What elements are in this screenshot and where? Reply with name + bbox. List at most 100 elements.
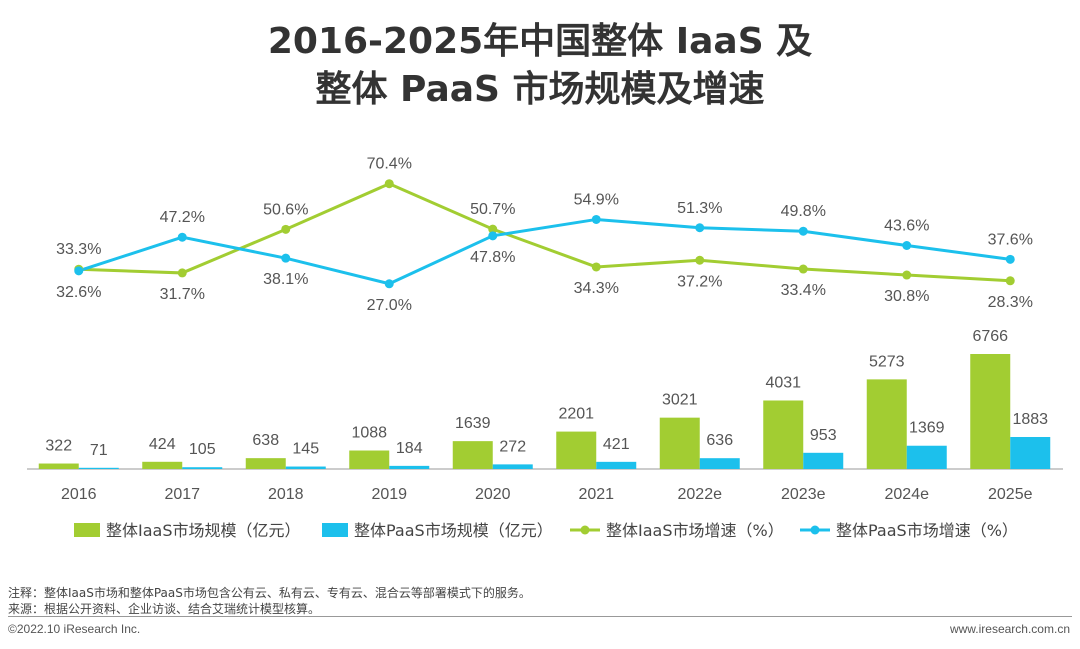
paas-growth-label: 51.3% [677, 200, 722, 217]
paas-growth-point [384, 279, 394, 289]
legend-paas-bar-swatch [322, 523, 348, 537]
iaas-bar-label: 638 [252, 432, 279, 449]
iaas-bar [349, 450, 390, 469]
iaas-growth-point [1005, 276, 1015, 286]
x-tick-label: 2024e [885, 486, 930, 503]
paas-bar-label: 953 [810, 427, 837, 444]
paas-bar-label: 272 [499, 438, 526, 455]
paas-growth-point [488, 231, 498, 241]
iaas-bar-label: 3021 [662, 392, 698, 409]
legend-paas-bar-label: 整体PaaS市场规模（亿元） [354, 521, 553, 540]
chart-source: 来源：根据公开资料、企业访谈、结合艾瑞统计模型核算。 [8, 602, 321, 616]
iaas-growth-point [384, 179, 394, 189]
paas-growth-point [177, 232, 187, 242]
legend-paas-line-marker [810, 525, 820, 535]
iaas-bar [142, 461, 183, 469]
x-tick-label: 2023e [781, 486, 826, 503]
iaas-bar [866, 379, 907, 469]
legend-iaas-line-label: 整体IaaS市场增速（%） [606, 521, 784, 540]
iaas-bar-label: 322 [45, 438, 72, 455]
iaas-bar [659, 417, 700, 469]
paas-growth-point [902, 241, 912, 251]
iaas-growth-point [902, 270, 912, 280]
paas-bar [803, 452, 844, 469]
chart-title-line-2: 整体 PaaS 市场规模及增速 [315, 69, 765, 110]
paas-bar [182, 467, 223, 469]
iaas-growth-label: 34.3% [574, 280, 619, 297]
paas-bar [389, 465, 430, 469]
paas-bar-label: 71 [90, 442, 108, 459]
paas-growth-label: 32.6% [56, 284, 101, 301]
legend-paas-line-label: 整体PaaS市场增速（%） [836, 521, 1018, 540]
iaas-growth-label: 30.8% [884, 288, 929, 305]
legend-iaas-bar-swatch [74, 523, 100, 537]
x-tick-label: 2020 [475, 486, 511, 503]
iaas-bar-label: 6766 [972, 328, 1008, 345]
paas-growth-point [798, 226, 808, 236]
iaas-growth-point [177, 268, 187, 278]
iaas-bar [556, 431, 597, 469]
website-text: www.iresearch.com.cn [949, 622, 1070, 636]
copyright-text: ©2022.10 iResearch Inc. [8, 622, 141, 636]
x-tick-label: 2021 [578, 486, 614, 503]
paas-growth-point [74, 266, 84, 276]
paas-growth-label: 43.6% [884, 218, 929, 235]
paas-bar-label: 1369 [909, 420, 945, 437]
iaas-growth-point [695, 255, 705, 265]
iaas-bar-label: 2201 [558, 406, 594, 423]
paas-bar-label: 421 [603, 436, 630, 453]
paas-bar [906, 445, 947, 469]
paas-growth-label: 27.0% [367, 297, 412, 314]
iaas-bar-label: 424 [149, 436, 176, 453]
legend-iaas-line-marker [580, 525, 590, 535]
iaas-growth-label: 37.2% [677, 273, 722, 290]
iaas-bar-label: 1088 [351, 425, 387, 442]
iaas-growth-point [488, 224, 498, 234]
iaas-bar-label: 5273 [869, 353, 905, 370]
iaas-bar [38, 463, 79, 469]
iaas-bar-label: 4031 [765, 374, 801, 391]
paas-growth-label: 47.8% [470, 249, 515, 266]
iaas-bar [452, 441, 493, 469]
iaas-growth-label: 50.6% [263, 201, 308, 218]
paas-bar [492, 464, 533, 469]
paas-growth-label: 47.2% [160, 209, 205, 226]
paas-growth-point [1005, 254, 1015, 264]
paas-growth-point [281, 253, 291, 263]
paas-bar-label: 1883 [1012, 411, 1048, 428]
iaas-bar [763, 400, 804, 469]
paas-growth-label: 38.1% [263, 271, 308, 288]
iaas-growth-label: 33.3% [56, 241, 101, 258]
paas-bar-label: 636 [706, 432, 733, 449]
paas-growth-point [591, 214, 601, 224]
iaas-growth-label: 31.7% [160, 286, 205, 303]
paas-bar-label: 105 [189, 441, 216, 458]
iaas-bar-label: 1639 [455, 415, 491, 432]
paas-growth-label: 49.8% [781, 203, 826, 220]
paas-bar-label: 184 [396, 440, 423, 457]
x-tick-label: 2025e [988, 486, 1033, 503]
iaas-growth-label: 50.7% [470, 201, 515, 218]
chart-note: 注释：整体IaaS市场和整体PaaS市场包含公有云、私有云、专有云、混合云等部署… [8, 586, 531, 600]
x-tick-label: 2018 [268, 486, 304, 503]
chart-title-line-1: 2016-2025年中国整体 IaaS 及 [267, 21, 813, 62]
paas-bar [78, 467, 119, 469]
paas-bar [699, 458, 740, 469]
iaas-growth-point [591, 262, 601, 272]
iaas-growth-label: 33.4% [781, 282, 826, 299]
combo-chart: 322 71 2016 424 105 2017 638 145 2018 1088 184 2019… [27, 156, 1063, 540]
x-tick-label: 2019 [371, 486, 407, 503]
x-tick-label: 2017 [164, 486, 200, 503]
paas-bar [1010, 436, 1051, 469]
paas-bar-label: 145 [292, 441, 319, 458]
footer-divider [8, 616, 1072, 617]
iaas-growth-label: 70.4% [367, 156, 412, 173]
paas-growth-line [78, 217, 1011, 286]
iaas-bar [970, 354, 1011, 469]
iaas-bar [245, 458, 286, 469]
paas-growth-point [695, 223, 705, 233]
iaas-growth-line [78, 182, 1011, 283]
x-tick-label: 2016 [61, 486, 97, 503]
paas-growth-label: 37.6% [988, 231, 1033, 248]
paas-bar [285, 466, 326, 469]
